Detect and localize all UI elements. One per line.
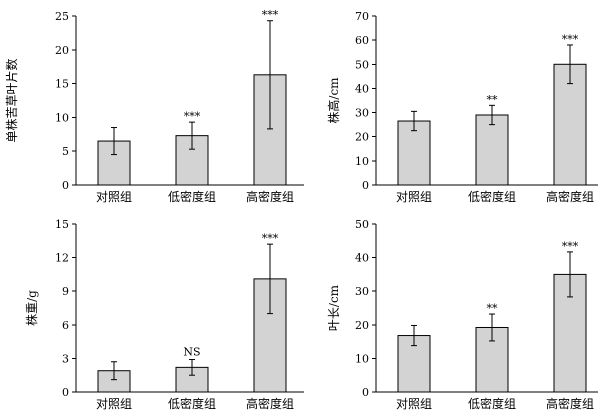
category-label: 对照组 <box>96 397 132 411</box>
y-tick-label: 20 <box>55 44 69 57</box>
y-tick-label: 25 <box>55 10 69 23</box>
category-label: 对照组 <box>396 397 432 411</box>
y-tick-label: 6 <box>62 319 69 332</box>
chart-panel-4: 0 10 20 30 40 50 叶长/cm 对照组 ** 低密度组 *** 高密度组 <box>327 218 598 411</box>
significance-label: *** <box>562 33 579 46</box>
y-tick-label: 40 <box>355 82 369 95</box>
y-tick-label: 0 <box>362 179 369 192</box>
y-tick-label: 10 <box>355 155 369 168</box>
y-axis-title: 株高/cm <box>326 77 341 124</box>
y-tick-label: 0 <box>62 179 69 192</box>
y-tick-label: 50 <box>355 218 369 231</box>
significance-label: *** <box>184 110 201 123</box>
significance-label: *** <box>262 232 279 245</box>
bar-2 <box>475 114 509 186</box>
y-tick-label: 20 <box>355 319 369 332</box>
category-label: 高密度组 <box>546 189 594 204</box>
y-tick-label: 60 <box>355 34 369 47</box>
y-axis-title: 株重/g <box>24 290 39 326</box>
y-axis-title: 单株苦草叶片数 <box>4 58 19 142</box>
category-label: 高密度组 <box>546 396 594 411</box>
significance-label: *** <box>562 240 579 253</box>
category-label: 对照组 <box>96 190 132 204</box>
y-tick-label: 0 <box>362 386 369 399</box>
y-tick-label: 70 <box>355 10 369 23</box>
significance-label: NS <box>183 346 200 359</box>
category-label: 低密度组 <box>468 189 516 204</box>
category-label: 高密度组 <box>246 396 294 411</box>
y-tick-label: 12 <box>55 252 69 265</box>
y-tick-label: 10 <box>355 352 369 365</box>
category-label: 低密度组 <box>168 189 216 204</box>
bar-1 <box>397 120 431 186</box>
significance-label: ** <box>487 302 499 315</box>
y-tick-label: 50 <box>355 58 369 71</box>
y-tick-label: 15 <box>55 78 69 91</box>
bar-3 <box>553 63 587 186</box>
y-tick-label: 5 <box>62 145 69 158</box>
y-tick-label: 9 <box>62 285 69 298</box>
y-tick-label: 30 <box>355 107 369 120</box>
y-tick-label: 20 <box>355 131 369 144</box>
y-tick-label: 30 <box>355 285 369 298</box>
chart-panel-2: 0 10 20 30 40 50 60 70 株高/cm 对照组 ** 低密度组 *** 高密度组 <box>326 10 598 204</box>
category-label: 对照组 <box>396 190 432 204</box>
category-label: 低密度组 <box>168 396 216 411</box>
significance-label: *** <box>262 9 279 22</box>
significance-label: ** <box>487 93 499 106</box>
y-tick-label: 10 <box>55 111 69 124</box>
y-tick-label: 0 <box>62 386 69 399</box>
y-tick-label: 3 <box>62 352 69 365</box>
y-axis-title: 叶长/cm <box>327 284 341 331</box>
y-tick-label: 40 <box>355 252 369 265</box>
category-label: 高密度组 <box>246 189 294 204</box>
y-tick-label: 15 <box>55 218 69 231</box>
chart-panel-3: 0 3 6 9 12 15 株重/g 对照组 NS 低密度组 *** 高密度组 <box>24 218 304 411</box>
category-label: 低密度组 <box>468 396 516 411</box>
